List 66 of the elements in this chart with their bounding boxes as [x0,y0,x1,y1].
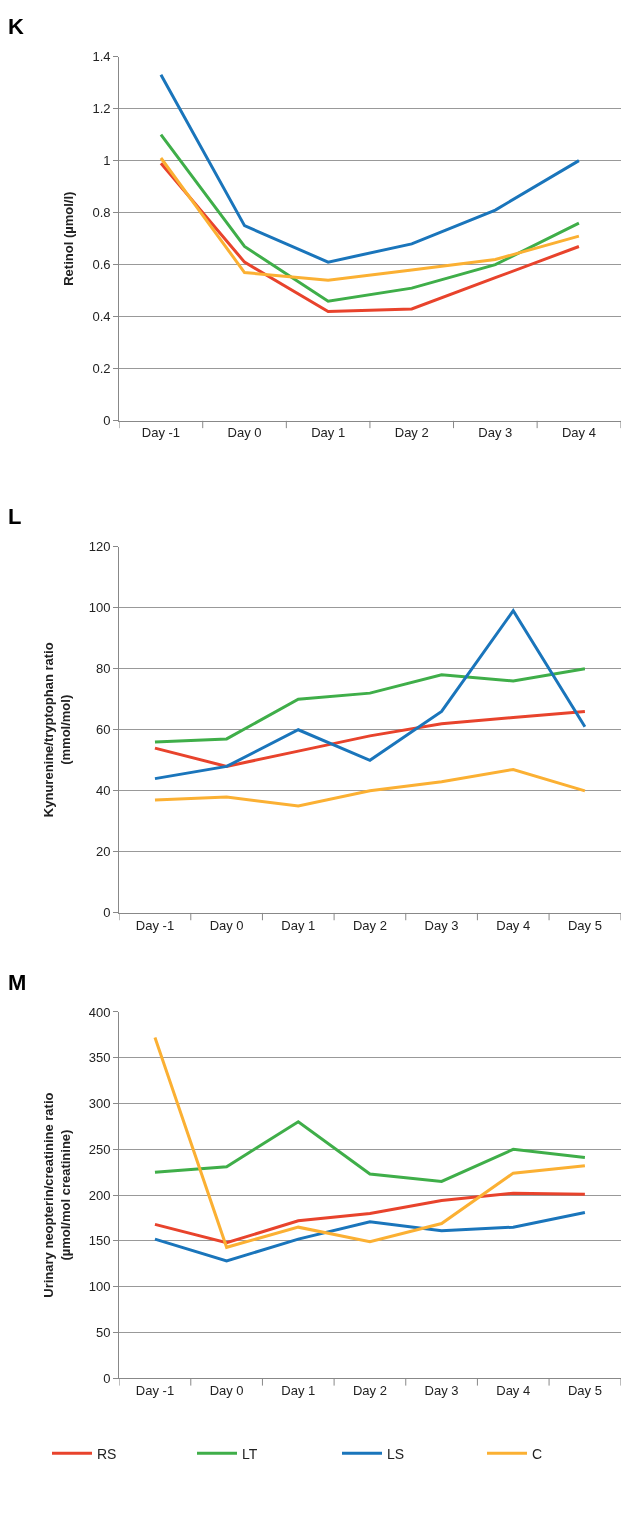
y-tick-label: 0.6 [92,257,111,273]
x-tick-label: Day 5 [567,1382,602,1398]
y-tick-label: 0 [103,413,111,429]
y-tick-label: 100 [88,1279,111,1295]
y-tick-label: 250 [88,1141,111,1157]
x-tick-label: Day 3 [424,917,459,933]
chart-title: L [8,504,22,529]
x-tick-label: Day 2 [352,917,387,933]
line-series [159,133,581,303]
line-series [153,609,587,781]
x-tick-label: Day 0 [209,1382,244,1398]
chart-title: M [8,970,27,995]
y-tick-label: 1.4 [92,49,111,65]
legend-label: RS [97,1445,117,1462]
y-axis-title: Kynurenine/tryptophan ratio (mmol/mol) [40,642,73,818]
y-tick-label: 200 [88,1187,111,1203]
y-tick-label: 150 [88,1233,111,1249]
y-tick-label: 20 [96,844,111,860]
x-tick-label: Day 1 [311,425,346,441]
x-tick-label: Day -1 [135,917,175,933]
y-tick-label: 100 [88,600,111,616]
legend-label: LT [242,1445,258,1462]
line-series [159,73,581,264]
line-series [153,1211,587,1263]
x-tick-label: Day -1 [141,425,181,441]
x-tick-label: Day 1 [281,1382,316,1398]
line-series [153,1036,587,1249]
x-tick-label: Day 3 [478,425,513,441]
y-tick-label: 400 [88,1004,111,1020]
line-series [159,156,581,282]
x-tick-label: Day -1 [135,1382,175,1398]
y-tick-label: 0 [103,1370,111,1386]
y-axis-title: Retinol (µmol/l) [61,191,77,286]
y-tick-label: 0 [103,905,111,921]
x-tick-label: Day 2 [352,1382,387,1398]
x-tick-label: Day 0 [227,425,262,441]
y-tick-label: 350 [88,1050,111,1066]
y-tick-label: 0.8 [92,205,111,221]
line-series [153,1120,587,1183]
y-tick-label: 0.4 [92,309,111,325]
line-series [153,667,587,744]
legend-label: C [532,1445,543,1462]
legend-label: LS [387,1445,405,1462]
line-series [153,709,587,768]
x-tick-label: Day 0 [209,917,244,933]
line-series [153,1191,587,1245]
y-tick-label: 300 [88,1096,111,1112]
chart-title: K [8,14,24,39]
y-tick-label: 40 [96,783,111,799]
y-tick-label: 1.2 [92,101,111,117]
line-series [153,767,587,808]
y-axis-title: Urinary neopterin/creatinine ratio (µmol/mol creatinine) [40,1092,73,1298]
y-tick-label: 1 [103,153,111,169]
y-tick-label: 80 [96,661,111,677]
x-tick-label: Day 2 [394,425,429,441]
x-tick-label: Day 4 [496,1382,531,1398]
x-tick-label: Day 4 [561,425,596,441]
x-tick-label: Day 4 [496,917,531,933]
y-tick-label: 120 [88,539,111,555]
line-series [159,161,581,314]
x-tick-label: Day 3 [424,1382,459,1398]
x-tick-label: Day 5 [567,917,602,933]
y-tick-label: 50 [96,1325,111,1341]
y-tick-label: 0.2 [92,361,111,377]
y-tick-label: 60 [96,722,111,738]
x-tick-label: Day 1 [281,917,316,933]
